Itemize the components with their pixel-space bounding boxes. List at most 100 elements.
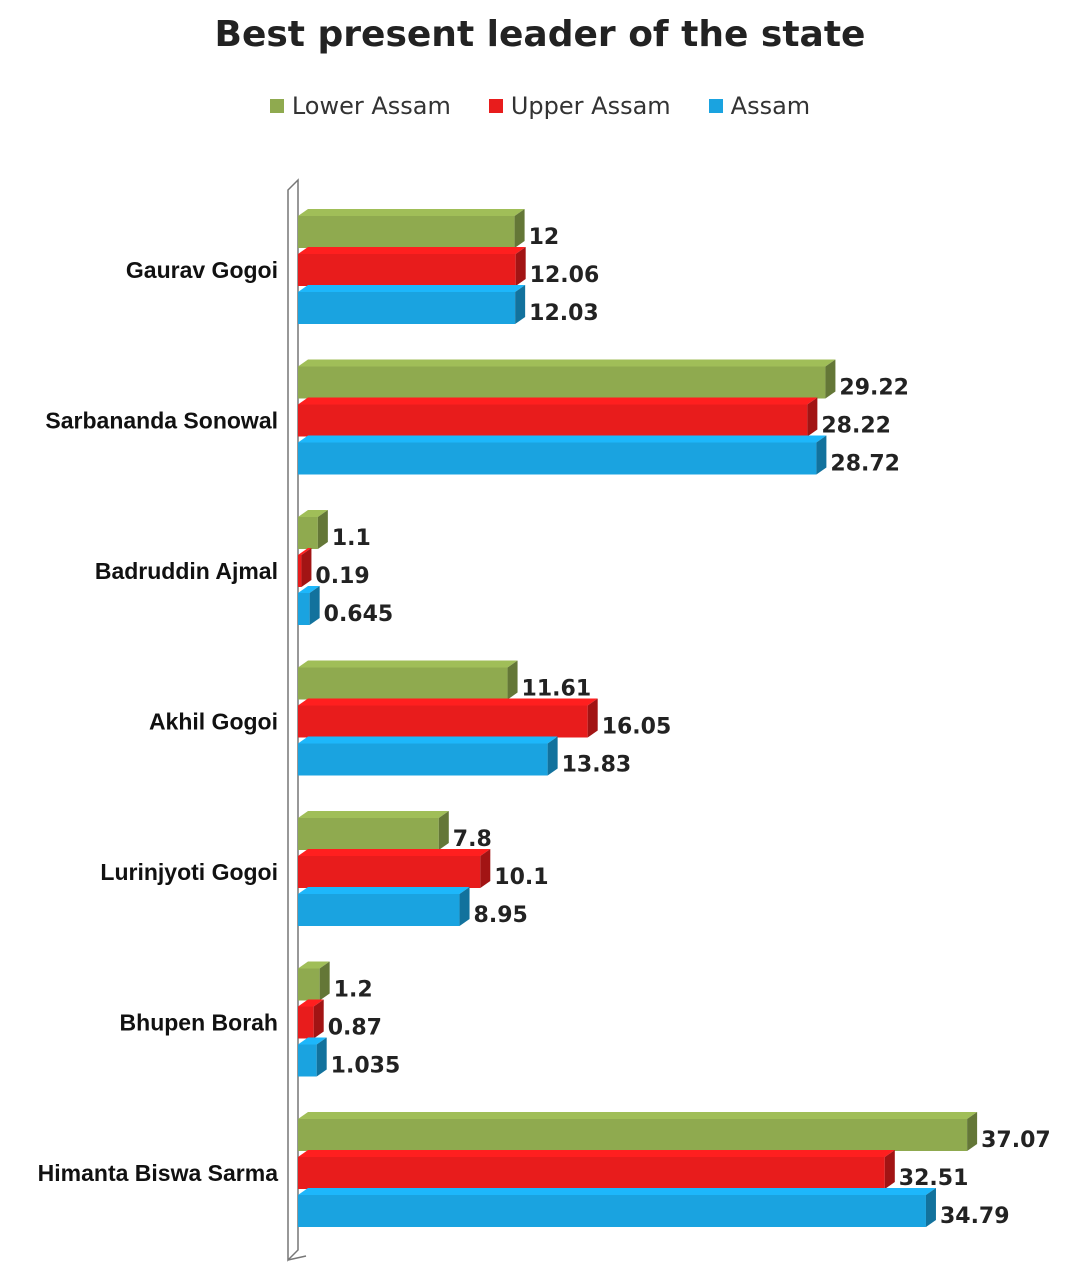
legend: Lower Assam Upper Assam Assam xyxy=(0,92,1080,120)
bar-top xyxy=(298,811,449,818)
chart-title: Best present leader of the state xyxy=(214,14,866,55)
data-label: 32.51 xyxy=(899,1166,969,1191)
legend-item-lower-assam: Lower Assam xyxy=(269,92,451,120)
bar-top xyxy=(298,209,525,216)
data-label: 34.79 xyxy=(940,1204,1010,1229)
data-label: 12 xyxy=(529,225,560,250)
bar-top xyxy=(298,849,491,856)
legend-swatch-assam xyxy=(708,99,723,113)
bar-side xyxy=(587,698,598,738)
bar-side xyxy=(547,736,558,776)
data-label: 12.06 xyxy=(530,263,600,288)
bar xyxy=(298,705,588,738)
data-label: 1.1 xyxy=(332,526,371,551)
bar-top xyxy=(298,887,470,894)
bar-side xyxy=(807,397,818,437)
category-label: Sarbananda Sonowal xyxy=(45,408,278,434)
bar-top xyxy=(298,510,328,517)
data-label: 0.19 xyxy=(315,564,369,589)
data-label: 10.1 xyxy=(494,865,548,890)
bar-top xyxy=(298,736,558,744)
bar xyxy=(298,1044,317,1077)
category-label: Bhupen Borah xyxy=(120,1010,278,1036)
bar-top xyxy=(298,586,320,593)
bar-top xyxy=(298,698,598,706)
bar-side xyxy=(515,247,526,286)
bar xyxy=(298,292,516,324)
bar-top xyxy=(298,660,518,668)
bar xyxy=(298,366,826,399)
bar-side xyxy=(514,209,525,248)
bar xyxy=(298,442,817,475)
bar xyxy=(298,894,460,926)
category-label: Lurinjyoti Gogoi xyxy=(100,859,278,885)
data-label: 29.22 xyxy=(839,376,909,401)
data-label: 13.83 xyxy=(562,753,632,778)
data-label: 1.2 xyxy=(334,978,373,1003)
bar-top xyxy=(298,1150,895,1157)
data-label: 11.61 xyxy=(522,677,592,702)
data-label: 1.035 xyxy=(331,1054,401,1079)
legend-label-assam: Assam xyxy=(730,92,811,120)
bar xyxy=(298,517,318,549)
bar xyxy=(298,555,302,587)
bar xyxy=(298,216,515,248)
data-label: 12.03 xyxy=(529,301,599,326)
category-label: Badruddin Ajmal xyxy=(95,558,278,584)
bar-top xyxy=(298,1188,936,1195)
category-label: Gaurav Gogoi xyxy=(126,257,278,283)
bar-top xyxy=(298,359,836,367)
bar-top xyxy=(298,285,526,292)
data-label: 8.95 xyxy=(474,903,528,928)
data-label: 0.645 xyxy=(324,602,394,627)
data-label: 28.72 xyxy=(830,452,900,477)
bar-side xyxy=(816,435,827,475)
bar-top xyxy=(298,397,818,405)
category-label: Akhil Gogoi xyxy=(149,709,278,735)
bar-top xyxy=(298,961,330,969)
bar xyxy=(298,856,481,888)
legend-item-assam: Assam xyxy=(708,92,811,120)
bar xyxy=(298,404,808,437)
data-label: 16.05 xyxy=(602,715,672,740)
bar-side xyxy=(459,887,470,926)
bar-side xyxy=(507,660,518,700)
bar-side xyxy=(925,1188,936,1227)
bar-side xyxy=(438,811,449,850)
data-label: 37.07 xyxy=(981,1128,1051,1153)
bar-side xyxy=(319,961,330,1001)
legend-swatch-upper-assam xyxy=(488,99,503,113)
data-label: 28.22 xyxy=(821,414,891,439)
bar xyxy=(298,1119,968,1151)
bar xyxy=(298,1006,314,1039)
bar-top xyxy=(298,1112,978,1119)
bar-side xyxy=(825,359,836,399)
bar xyxy=(298,1157,885,1189)
legend-swatch-lower-assam xyxy=(269,99,284,113)
legend-item-upper-assam: Upper Assam xyxy=(488,92,671,120)
bar-side xyxy=(884,1150,895,1189)
data-label: 7.8 xyxy=(453,827,492,852)
bar-top xyxy=(298,999,324,1007)
bar-side xyxy=(316,1037,327,1077)
bar xyxy=(298,818,439,850)
legend-label-lower-assam: Lower Assam xyxy=(291,92,451,120)
category-label: Himanta Biswa Sarma xyxy=(38,1160,279,1186)
bar xyxy=(298,254,516,286)
bar-side xyxy=(317,510,328,549)
axis-wall xyxy=(287,178,299,1262)
bar-side xyxy=(515,285,526,324)
bar xyxy=(298,743,548,776)
bar xyxy=(298,593,310,625)
bar-top xyxy=(298,1037,327,1045)
bar xyxy=(298,968,320,1001)
legend-label-upper-assam: Upper Assam xyxy=(510,92,671,120)
bar-top xyxy=(298,247,526,254)
bar-side xyxy=(313,999,324,1039)
bar-top xyxy=(298,548,312,555)
data-label: 0.87 xyxy=(328,1016,382,1041)
axis-floor-edge xyxy=(287,1255,307,1261)
bar-side xyxy=(967,1112,978,1151)
